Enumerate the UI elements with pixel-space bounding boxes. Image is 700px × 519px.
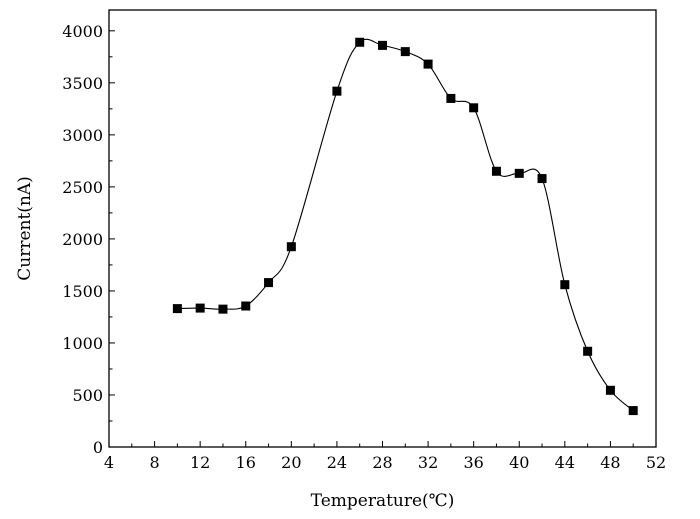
data-point	[172, 304, 182, 314]
data-point	[241, 301, 251, 311]
data-point	[514, 168, 524, 178]
plot-border	[108, 9, 657, 448]
x-tick-label: 48	[600, 453, 620, 472]
data-point	[218, 304, 228, 314]
y-axis: 0 500 1000 1500 2000 2500 3000 3500 4000	[62, 22, 115, 457]
data-point	[195, 303, 205, 313]
y-tick-label: 1000	[62, 334, 103, 353]
x-tick-label: 28	[372, 453, 392, 472]
plot-frame	[108, 9, 657, 448]
y-tick-label: 4000	[62, 22, 103, 41]
data-point	[537, 174, 547, 184]
series-curve	[177, 38, 634, 411]
data-point	[264, 278, 274, 288]
data-point	[583, 346, 593, 356]
data-point	[446, 93, 456, 103]
data-point	[400, 47, 410, 57]
y-tick-label: 3500	[62, 74, 103, 93]
data-point	[355, 37, 365, 47]
y-tick-label: 2500	[62, 178, 103, 197]
x-tick-label: 44	[555, 453, 575, 472]
x-tick-label: 4	[104, 453, 114, 472]
data-point	[628, 406, 638, 416]
y-tick-label: 1500	[62, 282, 103, 301]
y-axis-title: Current(nA)	[15, 176, 35, 281]
data-point	[560, 280, 570, 290]
data-point	[332, 86, 342, 96]
data-point	[286, 242, 296, 252]
x-axis: 4 8 12 16 20 24 28 32 36 40 44 48 52	[104, 441, 666, 472]
data-point	[491, 166, 501, 176]
series-markers	[172, 37, 638, 416]
x-tick-label: 32	[418, 453, 438, 472]
data-point	[469, 103, 479, 113]
data-point	[605, 385, 615, 395]
x-tick-label: 20	[281, 453, 301, 472]
x-tick-label: 36	[463, 453, 483, 472]
data-point	[423, 59, 433, 69]
x-tick-label: 24	[327, 453, 347, 472]
x-tick-label: 40	[509, 453, 529, 472]
x-tick-label: 12	[190, 453, 210, 472]
data-point	[378, 40, 387, 50]
x-tick-label: 52	[646, 453, 666, 472]
y-tick-label: 2000	[62, 230, 103, 249]
x-axis-title: Temperature(℃)	[311, 491, 455, 511]
y-tick-label: 500	[72, 386, 103, 405]
y-tick-label: 3000	[62, 126, 103, 145]
y-tick-label: 0	[93, 438, 103, 457]
x-tick-label: 16	[236, 453, 256, 472]
x-tick-label: 8	[149, 453, 159, 472]
